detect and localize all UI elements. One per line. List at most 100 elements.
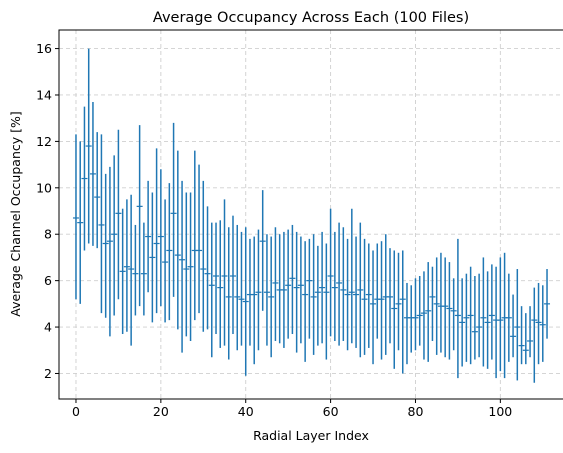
error-bar [238, 231, 245, 346]
error-bar [522, 313, 529, 365]
x-tick-label: 0 [72, 404, 80, 419]
error-bar [395, 252, 402, 351]
error-bar [327, 208, 334, 337]
error-bar [314, 245, 321, 346]
y-tick-label: 16 [36, 41, 52, 56]
error-bar [357, 222, 364, 358]
error-bar [106, 166, 113, 337]
error-bar [128, 194, 135, 346]
x-tick-label: 60 [323, 404, 339, 419]
error-bar [361, 238, 368, 355]
error-bar [340, 227, 347, 341]
error-bar [293, 231, 300, 353]
error-bar [183, 192, 190, 337]
error-bar [234, 224, 241, 351]
error-bar [514, 269, 521, 381]
error-bar [501, 252, 508, 379]
error-bar [403, 282, 410, 365]
error-bar [344, 238, 351, 351]
error-bar [471, 276, 478, 360]
error-bar [225, 227, 232, 360]
error-bar [259, 190, 266, 311]
y-axis-label: Average Channel Occupancy [%] [8, 111, 23, 317]
error-bar [132, 224, 139, 316]
error-bar [242, 227, 249, 376]
error-bar [348, 208, 355, 344]
error-bar [527, 306, 534, 358]
error-bar [72, 134, 79, 300]
y-tick-label: 6 [44, 273, 52, 288]
error-bar [272, 227, 279, 341]
error-bar [102, 173, 109, 318]
error-bar [476, 273, 483, 358]
error-bar [85, 48, 92, 244]
error-bar [306, 238, 313, 339]
error-bar [446, 262, 453, 360]
error-bar [480, 257, 487, 367]
error-bar [531, 287, 538, 383]
error-bar [425, 262, 432, 362]
y-tick-label: 8 [44, 227, 52, 242]
x-tick-label: 40 [238, 404, 254, 419]
x-tick-label: 20 [153, 404, 169, 419]
error-bar [331, 231, 338, 341]
error-bar [81, 106, 88, 251]
error-bar [467, 266, 474, 365]
error-bar [246, 238, 253, 346]
error-bar [255, 229, 262, 351]
error-bar [153, 148, 160, 314]
error-bar [391, 250, 398, 369]
error-bar [94, 132, 101, 249]
error-bar [140, 222, 147, 316]
error-bar [204, 206, 211, 330]
error-bar [370, 250, 377, 365]
error-bar [378, 241, 385, 360]
error-bar [297, 236, 304, 344]
axis-ticks: 0 20 40 60 80 100 2 4 6 8 10 12 14 16 [36, 41, 512, 419]
y-tick-label: 12 [36, 134, 52, 149]
error-bar [336, 222, 343, 346]
error-bar [505, 273, 512, 362]
error-bar [123, 199, 130, 332]
error-bar [454, 238, 461, 379]
error-bar [208, 222, 215, 358]
error-bar [285, 229, 292, 339]
x-axis-label: Radial Layer Index [253, 428, 369, 443]
error-bar [497, 257, 504, 372]
error-bar [437, 252, 444, 353]
error-bar [433, 257, 440, 355]
error-bar [459, 278, 466, 367]
error-bar [200, 180, 207, 332]
error-bar [89, 101, 96, 246]
y-tick-label: 14 [36, 87, 52, 102]
error-bar [310, 234, 317, 355]
error-bar [399, 250, 406, 374]
error-bar [162, 199, 169, 323]
error-bar [191, 150, 198, 321]
error-bar [213, 222, 220, 335]
x-tick-label: 80 [408, 404, 424, 419]
error-bar [412, 278, 419, 351]
error-bar [221, 199, 228, 346]
error-bar [119, 208, 126, 335]
error-bar [374, 243, 381, 339]
error-bar [420, 271, 427, 360]
error-bar [174, 150, 181, 330]
error-bar [145, 180, 152, 293]
plot-frame [58, 29, 563, 400]
error-bar [535, 282, 542, 365]
y-tick-label: 4 [44, 320, 52, 335]
x-tick-label: 100 [488, 404, 512, 419]
error-bar [187, 192, 194, 341]
error-bar [488, 264, 495, 360]
error-bar [115, 129, 122, 300]
error-bar [510, 294, 517, 358]
y-tick-label: 10 [36, 180, 52, 195]
error-bars [72, 48, 551, 383]
y-tick-label: 2 [44, 366, 52, 381]
error-bar [493, 266, 500, 379]
error-bar [179, 180, 186, 353]
error-bar [382, 234, 389, 355]
error-bar [319, 231, 326, 344]
